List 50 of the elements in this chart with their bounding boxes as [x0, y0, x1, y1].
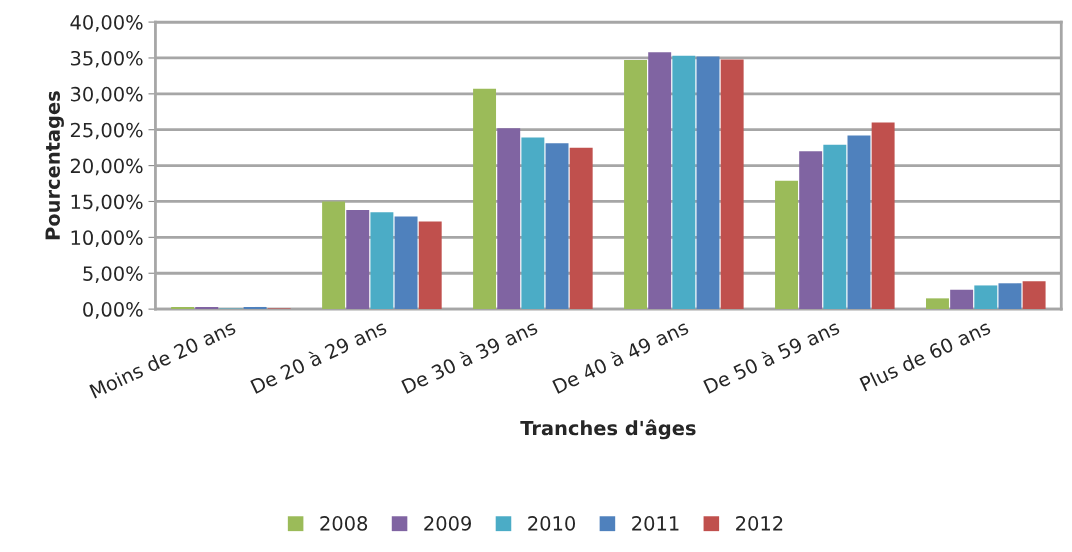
- y-tick-label: 30,00%: [70, 86, 143, 104]
- bar: [998, 283, 1022, 310]
- x-tick-label: De 40 à 49 ans: [551, 318, 690, 394]
- bar: [243, 306, 267, 310]
- y-tick-label: 20,00%: [70, 158, 143, 176]
- x-tick-label: Moins de 20 ans: [89, 319, 237, 399]
- bar: [696, 56, 720, 310]
- x-axis-title: Tranches d'âges: [520, 419, 696, 440]
- legend-label: 2009: [424, 516, 471, 531]
- y-axis-title: Pourcentages: [45, 91, 64, 240]
- bar: [370, 212, 394, 310]
- bar: [974, 285, 998, 310]
- bar: [171, 306, 195, 310]
- y-tick-label: 15,00%: [71, 194, 143, 212]
- x-tick-label: De 30 à 39 ans: [400, 318, 539, 394]
- x-tick-label: Plus de 60 ans: [859, 319, 992, 392]
- bar: [521, 137, 545, 310]
- legend-label: 2010: [528, 516, 576, 531]
- bar: [394, 216, 418, 310]
- y-tick-label: 35,00%: [70, 50, 143, 68]
- y-tick-label: 10,00%: [71, 230, 143, 248]
- y-tick-label: 0,00%: [83, 302, 143, 319]
- bar: [322, 201, 346, 310]
- bar: [823, 144, 847, 310]
- legend-label: 2012: [736, 516, 783, 531]
- bar: [775, 180, 798, 310]
- bar: [497, 128, 521, 310]
- y-tick-label: 5,00%: [83, 266, 143, 283]
- bar: [847, 135, 871, 310]
- bar: [195, 306, 219, 310]
- bar: [545, 143, 569, 310]
- legend-label: 2008: [320, 516, 368, 531]
- x-tick-label: De 50 à 59 ans: [702, 318, 841, 394]
- bar: [799, 151, 823, 310]
- bar: [624, 60, 648, 310]
- bar: [418, 221, 442, 310]
- bar: [648, 52, 672, 310]
- y-tick-label: 40,00%: [70, 15, 143, 32]
- legend-label: 2011: [632, 516, 679, 531]
- bar: [569, 147, 593, 310]
- bar: [720, 59, 744, 310]
- bar: [1022, 281, 1046, 310]
- x-tick-label: De 20 à 29 ans: [249, 318, 388, 394]
- y-tick-label: 25,00%: [70, 122, 143, 140]
- bar: [871, 122, 895, 310]
- bar: [950, 289, 974, 310]
- bar: [672, 55, 696, 310]
- bar: [346, 210, 370, 310]
- bar: [926, 298, 949, 310]
- bar: [473, 88, 497, 310]
